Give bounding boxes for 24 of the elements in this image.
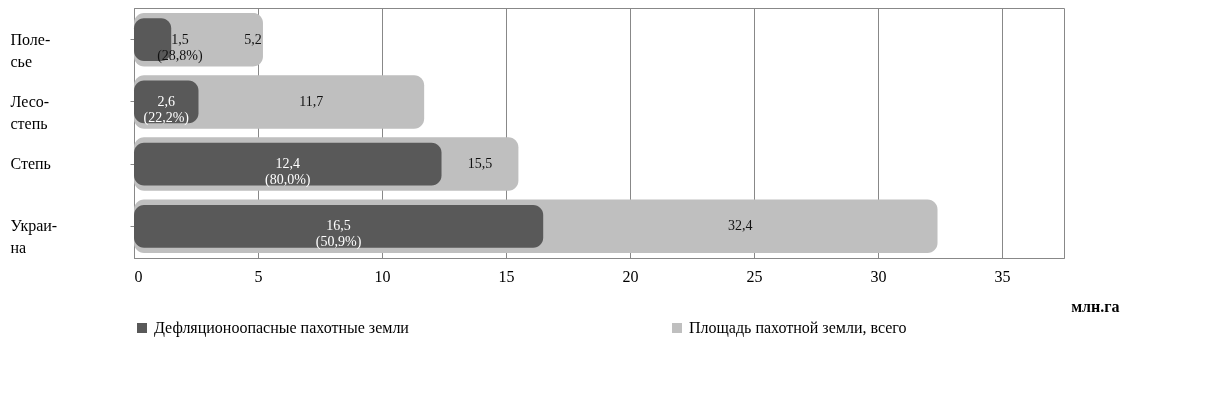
x-tick-label: 15 — [498, 267, 515, 285]
data-label: 11,7 — [299, 93, 324, 109]
x-tick-label: 30 — [870, 267, 887, 285]
bar — [134, 142, 442, 186]
x-tick-label: 5 — [254, 267, 263, 285]
y-tick-label: Степь — [10, 155, 51, 173]
data-label: 12,4 (80,0%) — [265, 156, 311, 189]
x-tick-label: 0 — [134, 267, 143, 285]
x-axis-title: млн.га — [1071, 297, 1120, 315]
data-label: 32,4 — [728, 218, 753, 234]
data-label: 2,6 (22,2%) — [143, 93, 190, 126]
data-label: 5,2 — [244, 31, 262, 47]
x-tick-label: 25 — [746, 267, 763, 285]
legend-label: Площадь пахотной земли, всего — [689, 319, 907, 337]
data-label: 16,5 (50,9%) — [315, 218, 362, 251]
y-tick-label: Украи- на — [10, 217, 58, 257]
x-tick-label: 10 — [374, 267, 391, 285]
y-tick-label: Лесо- степь — [10, 92, 50, 132]
x-tick-label: 20 — [622, 267, 639, 285]
x-tick-label: 35 — [994, 267, 1011, 285]
data-label: 15,5 — [467, 156, 493, 172]
legend-label: Дефляционоопасные пахотные земли — [154, 319, 410, 337]
y-tick-label: Поле- сье — [10, 30, 51, 70]
bar — [134, 204, 544, 248]
